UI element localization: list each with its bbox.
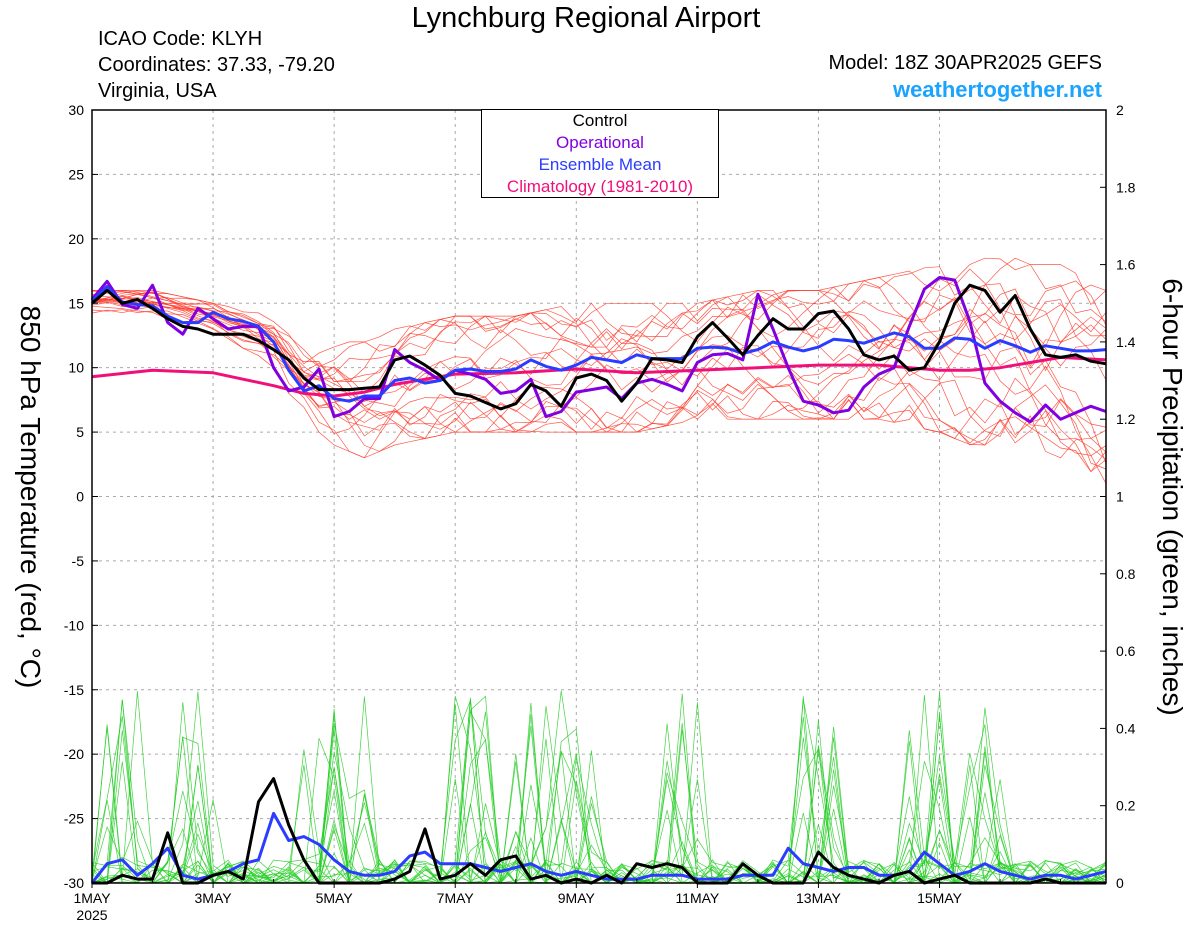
ensemble-member-temperature-line: [91, 305, 1107, 473]
y-tick-label: 5: [76, 424, 84, 440]
ensemble-member-precipitation-line: [91, 749, 1107, 884]
model-run: Model: 18Z 30APR2025 GEFS: [828, 52, 1102, 74]
y-tick-label: 0: [76, 489, 84, 505]
brand-link[interactable]: weathertogether.net: [892, 77, 1102, 102]
y-tick-label: -25: [64, 811, 84, 827]
x-tick-label: 7MAY: [437, 890, 475, 906]
operational-temperature-line: [90, 276, 1107, 424]
y-axis-label-left: 850 hPa Temperature (red, °C): [15, 305, 46, 689]
ensemble-member-temperature-line: [92, 290, 1107, 407]
control-temperature-line: [91, 283, 1107, 411]
ensemble-member-temperature-line: [91, 268, 1107, 464]
y-tick-label: -15: [64, 682, 84, 698]
y2-tick-label: 0: [1116, 875, 1124, 891]
ensemble-member-precipitation-line: [91, 692, 1107, 884]
gridlines: [92, 110, 1106, 883]
x-tick-label: 11MAY: [675, 890, 719, 906]
ensemble-member-precipitation-line: [91, 691, 1106, 884]
y2-tick-label: 2: [1116, 102, 1124, 118]
y-tick-label: 10: [68, 360, 84, 376]
x-tick-label: 15MAY: [917, 890, 963, 906]
y2-tick-label: 0.4: [1116, 720, 1136, 736]
axis-ticks: 302520151050-5-10-15-20-25-3021.81.61.41…: [64, 102, 1136, 923]
x-tick-label: 9MAY: [558, 890, 596, 906]
x-tick-sublabel: 2025: [76, 907, 107, 923]
series-lines: [90, 276, 1107, 885]
ensemble-member-precipitation-line: [91, 691, 1107, 884]
ensemble-member-temperature-line: [91, 294, 1107, 436]
x-tick-label: 1MAY: [73, 890, 111, 906]
y-tick-label: 25: [68, 166, 84, 182]
y2-tick-label: 1.2: [1116, 411, 1136, 427]
legend-operational: Operational: [556, 133, 644, 152]
legend-control: Control: [572, 111, 628, 130]
ensemble-member-precipitation-line: [91, 690, 1107, 884]
y-tick-label: -30: [64, 875, 84, 891]
y-tick-label: -10: [64, 617, 84, 633]
y2-tick-label: 1.6: [1116, 257, 1136, 273]
ensemble-member-temperature-line: [91, 284, 1107, 459]
y-tick-label: -20: [64, 746, 84, 762]
legend: Control Operational Ensemble Mean Climat…: [481, 109, 719, 198]
ensemble-members-temperature: [91, 257, 1107, 484]
coordinates: Coordinates: 37.33, -79.20: [98, 54, 335, 76]
icao-code: ICAO Code: KLYH: [98, 28, 263, 50]
ensemble-member-temperature-line: [91, 298, 1107, 470]
control-precipitation-line: [92, 777, 1106, 885]
y-tick-label: 30: [68, 102, 84, 118]
ensemble-member-precipitation-line: [91, 696, 1107, 884]
ensemble-member-temperature-line: [91, 288, 1107, 383]
ensemble-member-temperature-line: [91, 290, 1107, 473]
ensemble-member-precipitation-line: [91, 700, 1107, 885]
y2-tick-label: 1.8: [1116, 179, 1136, 195]
y-axis-label-right: 6-hour Precipitation (green, inches): [1157, 278, 1188, 716]
y-tick-label: 15: [68, 295, 84, 311]
ensemble-member-temperature-line: [91, 309, 1107, 459]
ensemble-mean-precipitation-line: [90, 811, 1107, 884]
legend-climatology: Climatology (1981-2010): [506, 177, 694, 196]
ensemble-members-precipitation: [91, 690, 1107, 885]
x-tick-label: 13MAY: [796, 890, 842, 906]
y2-tick-label: 1: [1116, 489, 1124, 505]
y2-tick-label: 0.2: [1116, 798, 1136, 814]
y2-tick-label: 0.6: [1116, 643, 1136, 659]
x-tick-label: 5MAY: [316, 890, 354, 906]
y2-tick-label: 1.4: [1116, 334, 1136, 350]
y-tick-label: -5: [72, 553, 85, 569]
x-tick-label: 3MAY: [195, 890, 233, 906]
ensemble-member-precipitation-line: [91, 711, 1107, 884]
region: Virginia, USA: [98, 80, 217, 102]
y-tick-label: 20: [68, 231, 84, 247]
chart-title: Lynchburg Regional Airport: [411, 2, 761, 34]
legend-ensemble-mean: Ensemble Mean: [538, 155, 662, 174]
y2-tick-label: 0.8: [1116, 566, 1136, 582]
ensemble-member-precipitation-line: [91, 704, 1107, 885]
